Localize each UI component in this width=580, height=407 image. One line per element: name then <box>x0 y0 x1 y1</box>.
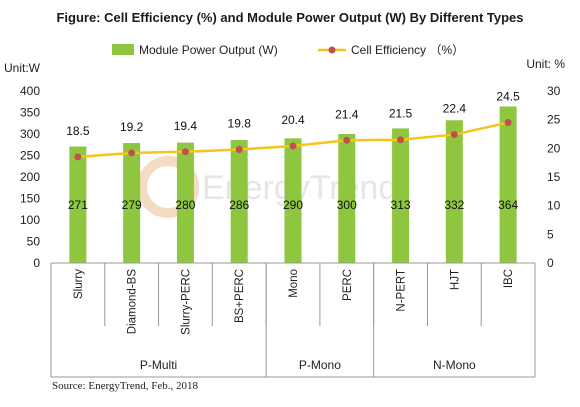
left-axis-tick: 150 <box>20 192 40 206</box>
right-axis-tick: 30 <box>547 84 561 98</box>
bar <box>392 128 410 263</box>
efficiency-point <box>397 136 405 144</box>
efficiency-point <box>289 142 297 150</box>
watermark-logo <box>137 156 199 218</box>
bar-value-label: 279 <box>122 198 142 212</box>
efficiency-point <box>128 149 136 157</box>
left-axis-tick: 200 <box>20 170 40 184</box>
efficiency-value-label: 18.5 <box>66 124 90 138</box>
legend-label-line: Cell Efficiency （%） <box>351 43 464 57</box>
source-note: Source: EnergyTrend, Feb., 2018 <box>52 380 199 392</box>
bar <box>176 142 194 263</box>
efficiency-point <box>74 153 82 161</box>
efficiency-value-label: 21.5 <box>389 107 413 121</box>
bar-value-label: 300 <box>337 198 357 212</box>
category-label: Diamond-BS <box>127 269 139 335</box>
legend: Module Power Output (W) Cell Efficiency … <box>112 43 464 57</box>
left-axis-tick: 250 <box>20 149 40 163</box>
efficiency-point <box>504 119 512 127</box>
right-axis-tick: 10 <box>547 199 561 213</box>
right-axis-tick: 5 <box>547 227 554 241</box>
right-axis-tick: 15 <box>547 170 561 184</box>
chart-title: Figure: Cell Efficiency (%) and Module P… <box>56 10 523 25</box>
left-axis-tick: 0 <box>33 256 40 270</box>
category-label: N-PERT <box>396 269 408 312</box>
efficiency-value-label: 24.5 <box>496 90 520 104</box>
efficiency-value-label: 19.4 <box>174 119 198 133</box>
bar <box>123 143 141 263</box>
efficiency-value-label: 21.4 <box>335 107 359 121</box>
legend-swatch-bar <box>112 44 134 55</box>
category-label: BS+PERC <box>234 269 246 323</box>
left-axis-tick: 400 <box>20 84 40 98</box>
efficiency-point <box>235 145 243 153</box>
efficiency-value-label: 19.8 <box>228 116 252 130</box>
category-label: HJT <box>449 269 461 290</box>
bar-value-label: 271 <box>68 198 88 212</box>
bar-value-label: 364 <box>498 198 518 212</box>
bar-value-label: 332 <box>444 198 464 212</box>
right-axis-tick: 25 <box>547 113 561 127</box>
efficiency-point <box>343 136 351 144</box>
efficiency-value-label: 19.2 <box>120 120 144 134</box>
efficiency-value-label: 22.4 <box>443 102 467 116</box>
category-label: Slurry-PERC <box>180 269 192 335</box>
bar <box>69 146 87 263</box>
efficiency-point <box>450 131 458 139</box>
legend-label-bar: Module Power Output (W) <box>139 43 278 57</box>
group-label: P-Multi <box>140 358 177 372</box>
category-label: PERC <box>342 269 354 301</box>
group-label: P-Mono <box>299 358 341 372</box>
left-axis-tick: 350 <box>20 106 40 120</box>
bar-value-label: 286 <box>229 198 249 212</box>
left-axis-tick: 300 <box>20 127 40 141</box>
efficiency-point <box>181 148 189 156</box>
category-label: Mono <box>288 269 300 298</box>
left-axis-tick: 50 <box>27 235 41 249</box>
efficiency-value-label: 20.4 <box>281 113 305 127</box>
left-axis-unit: Unit:W <box>4 61 41 75</box>
bar <box>499 106 517 263</box>
bar <box>284 138 302 263</box>
right-axis-tick: 20 <box>547 141 561 155</box>
legend-swatch-marker <box>328 46 336 54</box>
bar <box>445 120 463 264</box>
category-label: IBC <box>503 269 515 288</box>
right-axis-tick: 0 <box>547 256 554 270</box>
category-label: Slurry <box>73 269 85 299</box>
left-axis-tick: 100 <box>20 213 40 227</box>
bar <box>338 134 356 263</box>
bar-value-label: 290 <box>283 198 303 212</box>
bar <box>230 140 248 263</box>
group-label: N-Mono <box>433 358 476 372</box>
bar-value-label: 313 <box>391 198 411 212</box>
bar-value-label: 280 <box>175 198 195 212</box>
right-axis-unit: Unit: % <box>526 57 565 71</box>
